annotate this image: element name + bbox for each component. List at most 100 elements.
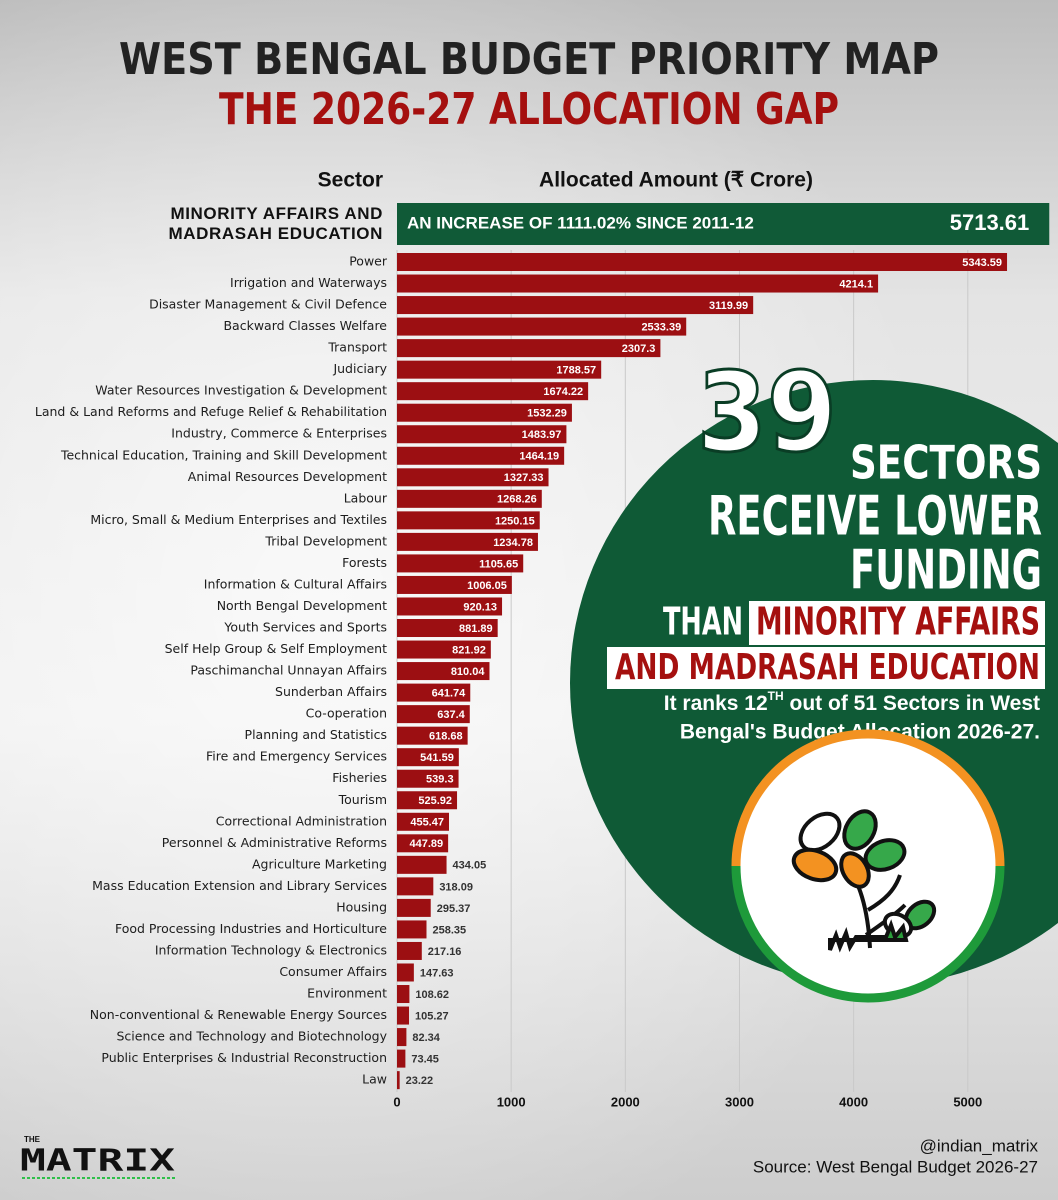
category-label: Tourism	[338, 792, 387, 807]
value-label: 105.27	[415, 1010, 449, 1022]
callout-highlight: MINORITY AFFAIRS	[756, 600, 1040, 644]
value-label: 455.47	[410, 817, 444, 829]
value-label: 525.92	[418, 795, 452, 807]
bar	[397, 468, 549, 487]
callout-line: RECEIVE LOWER	[708, 485, 1042, 548]
callout-rank: It ranks 12TH out of 51 Sectors in West	[664, 689, 1040, 714]
bar	[397, 662, 490, 681]
value-label: 73.45	[411, 1054, 439, 1066]
bar	[397, 619, 498, 638]
value-label: 5713.61	[950, 210, 1030, 235]
bar	[397, 1049, 406, 1068]
value-label: 1250.15	[495, 515, 535, 527]
category-label: Environment	[307, 986, 387, 1001]
value-label: 920.13	[463, 601, 497, 613]
category-label: Technical Education, Training and Skill …	[60, 447, 387, 462]
bar	[397, 920, 427, 939]
category-label: Personnel & Administrative Reforms	[162, 835, 387, 850]
category-label: Fire and Emergency Services	[206, 749, 387, 764]
callout-highlight: AND MADRASAH EDUCATION	[615, 647, 1040, 688]
category-label: Judiciary	[332, 361, 387, 376]
category-label: Forests	[342, 555, 387, 570]
emblem-ring-bottom	[731, 865, 1005, 1003]
category-label: Self Help Group & Self Employment	[165, 641, 387, 656]
value-label: 1105.65	[479, 558, 518, 570]
highlight-annotation: AN INCREASE OF 1111.02% SINCE 2011-12	[407, 213, 754, 232]
bar	[397, 317, 687, 336]
category-label: North Bengal Development	[217, 598, 387, 613]
x-tick-label: 5000	[953, 1094, 982, 1109]
emblem-ring-top	[731, 729, 1005, 867]
bar	[397, 898, 431, 917]
bar	[397, 339, 661, 358]
value-label: 147.63	[420, 967, 454, 979]
bar	[397, 769, 459, 788]
category-label: Labour	[344, 490, 388, 505]
category-label: Consumer Affairs	[279, 964, 387, 979]
category-label: Information Technology & Electronics	[155, 942, 387, 957]
bar	[397, 511, 540, 530]
bar	[397, 985, 410, 1004]
value-label: 5343.59	[962, 257, 1002, 269]
value-label: 295.37	[437, 903, 471, 915]
rank-text: It ranks 12	[664, 692, 768, 715]
bar	[397, 941, 422, 960]
value-label: 641.74	[432, 688, 467, 700]
bar	[397, 834, 449, 853]
subtitle: THE 2026-27 ALLOCATION GAP	[219, 84, 839, 135]
title: WEST BENGAL BUDGET PRIORITY MAP	[119, 34, 939, 85]
category-label: Micro, Small & Medium Enterprises and Te…	[90, 512, 387, 527]
x-tick-label: 4000	[839, 1094, 868, 1109]
value-label: 23.22	[406, 1075, 434, 1087]
highlight-box	[607, 647, 1045, 689]
value-label: 258.35	[432, 924, 466, 936]
bar	[397, 403, 572, 422]
bar	[397, 791, 458, 810]
category-label: Water Resources Investigation & Developm…	[95, 383, 387, 398]
bar	[397, 489, 542, 508]
category-label: MINORITY AFFAIRS AND MADRASAH EDUCATION	[168, 204, 383, 243]
category-label: Mass Education Extension and Library Ser…	[92, 878, 387, 893]
value-label: 1674.22	[543, 386, 583, 398]
callout-line: THAN	[663, 600, 743, 644]
value-label: 1006.05	[467, 580, 507, 592]
x-tick-label: 1000	[497, 1094, 526, 1109]
category-label: Industry, Commerce & Enterprises	[171, 426, 387, 441]
category-label: Backward Classes Welfare	[223, 318, 387, 333]
category-label: Food Processing Industries and Horticult…	[115, 921, 387, 936]
category-label: MINORITY AFFAIRS AND MADRASAH EDUCATION	[168, 204, 383, 243]
category-label: Paschimanchal Unnayan Affairs	[190, 663, 387, 678]
rank-text: out of 51 Sectors in West	[784, 692, 1040, 715]
value-label: 2307.3	[622, 343, 656, 355]
value-label: 3119.99	[709, 300, 748, 312]
bar	[397, 360, 602, 379]
value-label: 637.4	[437, 709, 465, 721]
value-label: 318.09	[439, 881, 473, 893]
bar	[397, 575, 512, 594]
value-label: 810.04	[451, 666, 486, 678]
callout-line: FUNDING	[850, 539, 1042, 602]
bar	[397, 597, 503, 616]
bar	[397, 640, 491, 659]
category-label: Animal Resources Development	[188, 469, 387, 484]
emblem-flower	[791, 809, 937, 953]
bar	[397, 1071, 400, 1090]
value-label: 1532.29	[527, 408, 567, 420]
highlight-bar	[397, 203, 1050, 245]
category-label: Planning and Statistics	[245, 727, 387, 742]
callout-number: 39	[697, 348, 837, 476]
value-label: 539.3	[426, 774, 454, 786]
category-label: Information & Cultural Affairs	[204, 576, 387, 591]
bar	[397, 726, 468, 745]
value-label: 1268.26	[497, 494, 537, 506]
value-label: 821.92	[452, 644, 486, 656]
category-label: Housing	[336, 899, 387, 914]
value-label: 2533.39	[641, 321, 681, 333]
category-label: Law	[362, 1072, 387, 1087]
value-label: 217.16	[428, 946, 462, 958]
category-label: Tribal Development	[264, 533, 387, 548]
category-label: Irrigation and Waterways	[230, 275, 387, 290]
bar	[397, 296, 754, 315]
callout-line: SECTORS	[850, 436, 1042, 490]
